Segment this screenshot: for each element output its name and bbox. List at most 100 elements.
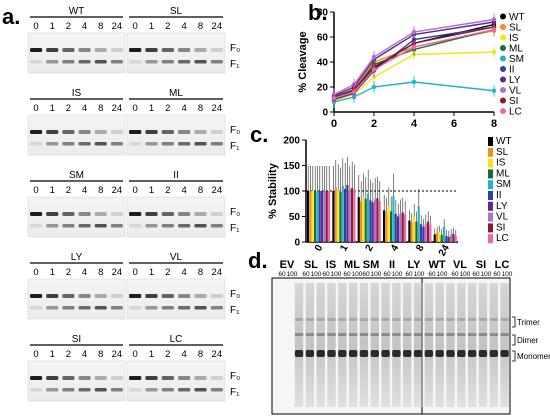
bar xyxy=(339,192,342,242)
lane-label: 24 xyxy=(112,267,123,278)
band-f0 xyxy=(78,376,91,380)
lane-label: 24 xyxy=(212,21,223,32)
bar xyxy=(318,191,321,242)
bar xyxy=(450,234,453,242)
band-f1 xyxy=(62,60,75,64)
legend-label: II xyxy=(509,65,515,76)
band-f1 xyxy=(110,224,123,228)
legend-label: VL xyxy=(496,212,509,223)
band-dimer xyxy=(338,333,347,336)
band-f0 xyxy=(161,294,174,298)
band-monomer xyxy=(500,350,509,357)
band-f1 xyxy=(110,142,123,146)
data-point xyxy=(331,96,337,101)
lane-smear xyxy=(327,283,336,407)
bar xyxy=(325,191,328,242)
band-f1 xyxy=(62,224,75,228)
lane-label: 2 xyxy=(165,267,170,278)
y-tick-label: 200 xyxy=(283,136,300,147)
band-dimer xyxy=(500,333,509,336)
bar xyxy=(392,196,395,242)
band-label-f1: F₁ xyxy=(230,141,240,152)
lane-label: 1 xyxy=(149,267,154,278)
data-point xyxy=(491,27,497,32)
lane-sub-label: 100 xyxy=(352,271,363,278)
band-f1 xyxy=(62,306,75,310)
band-f0 xyxy=(178,212,191,216)
panel-a-label: a. xyxy=(2,4,20,29)
lane-label: 24 xyxy=(112,21,123,32)
x-tick-label: 6 xyxy=(451,118,457,130)
lane-smear xyxy=(359,283,369,407)
bar xyxy=(351,187,354,242)
bar xyxy=(429,224,432,242)
lane-label: 8 xyxy=(98,267,103,278)
band-f1 xyxy=(194,60,207,64)
lane-label: 1 xyxy=(149,185,154,196)
band-monomer xyxy=(359,350,369,357)
x-tick-label: 24 xyxy=(437,243,452,259)
band-label-f0: F₀ xyxy=(230,207,240,218)
bar xyxy=(321,191,324,242)
legend-label: SL xyxy=(496,147,509,158)
band-f1 xyxy=(178,388,191,392)
band-f1 xyxy=(94,306,107,310)
bar xyxy=(316,191,319,242)
band-trimer xyxy=(489,318,498,321)
band-f0 xyxy=(30,376,43,380)
lane-label: 24 xyxy=(212,103,223,114)
lane-smear xyxy=(381,283,390,407)
lane-label: 4 xyxy=(182,185,187,196)
band-dimer xyxy=(305,333,315,336)
band-trimer xyxy=(381,318,390,321)
lane-label: 4 xyxy=(82,21,87,32)
bar xyxy=(332,191,335,242)
band-f1 xyxy=(161,224,174,228)
legend-swatch xyxy=(488,201,493,211)
band-f1 xyxy=(210,60,223,64)
lane-label: 8 xyxy=(198,21,203,32)
band-f0 xyxy=(129,376,142,380)
legend-label: LC xyxy=(509,107,522,118)
legend-swatch xyxy=(488,234,493,244)
band-label: Monomer xyxy=(517,352,550,361)
lane-smear xyxy=(446,283,455,407)
bar xyxy=(357,197,360,242)
band-trimer xyxy=(316,318,325,321)
lane-label: 1 xyxy=(50,103,55,114)
band-f0 xyxy=(161,376,174,380)
legend-swatch xyxy=(488,180,493,190)
bar xyxy=(323,191,326,242)
data-point xyxy=(411,79,417,85)
bar xyxy=(311,191,314,242)
band-f1 xyxy=(210,306,223,310)
band-bracket xyxy=(512,350,516,362)
gel-image xyxy=(126,32,226,74)
lane-label: 2 xyxy=(165,103,170,114)
legend-label: LY xyxy=(496,201,508,212)
band-f0 xyxy=(46,130,59,134)
band-trimer xyxy=(467,318,477,321)
lane-sub-label: 60 xyxy=(472,271,480,278)
bar xyxy=(433,234,436,242)
lane-label: 1 xyxy=(50,349,55,360)
legend-marker xyxy=(500,87,506,93)
lane-group-label: IS xyxy=(326,259,336,271)
data-point xyxy=(411,44,417,50)
band-f0 xyxy=(194,130,207,134)
band-bracket xyxy=(512,316,516,328)
bar xyxy=(438,231,441,242)
legend-label: ML xyxy=(496,168,510,179)
band-dimer xyxy=(403,333,412,336)
y-tick-label: 100 xyxy=(283,187,300,198)
bar xyxy=(440,234,443,242)
bar xyxy=(362,196,365,242)
legend-label: II xyxy=(496,190,502,201)
band-f1 xyxy=(62,142,75,146)
band-trimer xyxy=(457,318,466,321)
band-f0 xyxy=(46,212,59,216)
band-f1 xyxy=(194,224,207,228)
band-trimer xyxy=(392,318,401,321)
lane-label: 2 xyxy=(165,349,170,360)
x-tick-label: 4 xyxy=(411,118,418,130)
